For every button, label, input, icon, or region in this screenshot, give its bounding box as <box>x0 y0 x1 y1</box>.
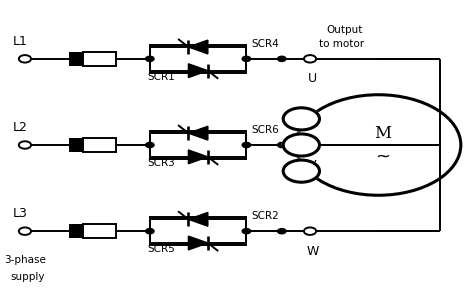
Text: SCR3: SCR3 <box>147 158 175 168</box>
Circle shape <box>146 56 154 61</box>
Circle shape <box>283 160 319 182</box>
Circle shape <box>283 134 319 156</box>
Text: SCR2: SCR2 <box>251 211 279 221</box>
Circle shape <box>242 56 251 61</box>
Bar <box>83 52 116 66</box>
Circle shape <box>146 229 154 234</box>
Polygon shape <box>188 213 208 226</box>
Text: SCR1: SCR1 <box>147 72 175 82</box>
Polygon shape <box>188 236 208 250</box>
Circle shape <box>242 142 251 148</box>
Text: ~: ~ <box>375 148 391 166</box>
Circle shape <box>146 142 154 148</box>
Circle shape <box>277 142 286 148</box>
Text: SCR5: SCR5 <box>147 244 175 255</box>
Text: supply: supply <box>11 272 46 282</box>
Text: V: V <box>308 159 317 172</box>
Bar <box>69 138 83 152</box>
Bar <box>83 138 116 152</box>
Text: L2: L2 <box>13 121 28 134</box>
Text: to motor: to motor <box>319 39 365 50</box>
Polygon shape <box>188 150 208 164</box>
Polygon shape <box>188 40 208 54</box>
Text: M: M <box>374 125 392 142</box>
Text: U: U <box>308 72 317 86</box>
Text: L3: L3 <box>13 207 28 220</box>
Bar <box>150 45 246 73</box>
Circle shape <box>283 108 319 130</box>
Text: 3-phase: 3-phase <box>4 255 46 265</box>
Polygon shape <box>188 126 208 140</box>
Text: Output: Output <box>327 25 363 35</box>
Bar <box>69 224 83 238</box>
Bar <box>69 52 83 66</box>
Bar <box>83 224 116 238</box>
Polygon shape <box>188 64 208 77</box>
Circle shape <box>277 229 286 234</box>
Text: L1: L1 <box>13 35 28 48</box>
Text: W: W <box>306 245 319 258</box>
Text: SCR6: SCR6 <box>251 125 279 135</box>
Circle shape <box>242 229 251 234</box>
Bar <box>150 131 246 159</box>
Circle shape <box>277 56 286 61</box>
Text: SCR4: SCR4 <box>251 39 279 49</box>
Bar <box>150 217 246 245</box>
